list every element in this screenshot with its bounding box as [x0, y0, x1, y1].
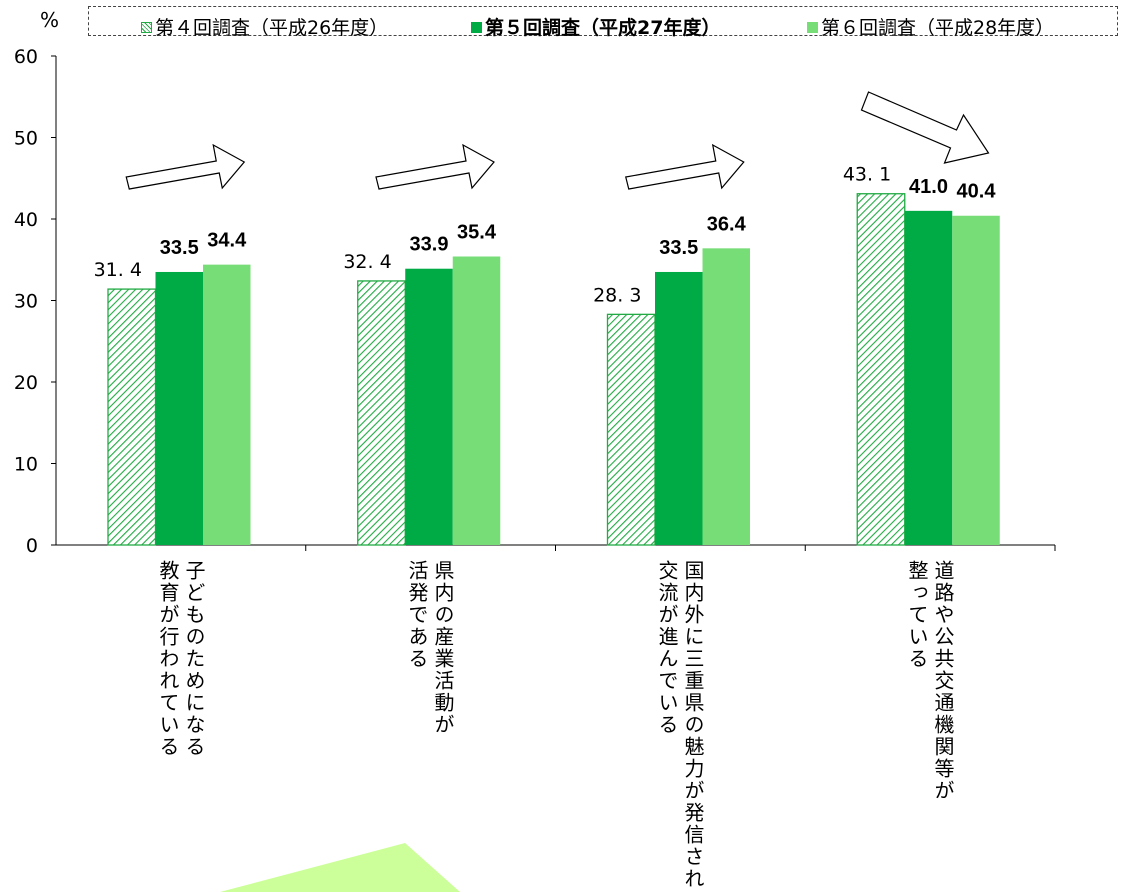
category-label-1-line-2: 教育が行われている — [156, 560, 180, 758]
legend-swatch-series-1 — [141, 22, 152, 33]
category-label-3-line-1: 国内外に三重県の魅力が発信され — [681, 560, 705, 890]
y-axis-unit-label: % — [40, 8, 60, 32]
bar-s2-c1 — [155, 271, 203, 545]
data-label-s3-c2: 35.4 — [457, 221, 497, 243]
chart-legend: 第４回調査（平成26年度） 第５回調査（平成27年度） 第６回調査（平成28年度… — [88, 6, 1118, 39]
bar-s1-c4 — [856, 193, 906, 546]
bar-s3-c3 — [702, 248, 750, 545]
data-label-s3-c3: 36.4 — [707, 213, 747, 235]
category-label-4-line-2: 整っている — [905, 560, 929, 670]
trend-arrow-down-c4 — [860, 91, 990, 164]
category-label-1-line-1: 子どものためになる — [182, 560, 206, 758]
data-label-s1-c2: 32. 4 — [343, 251, 391, 273]
legend-swatch-series-3 — [807, 22, 818, 33]
category-label-2-line-2: 活発である — [405, 560, 429, 670]
bar-s2-c3 — [655, 271, 703, 545]
data-label-s2-c2: 33.9 — [410, 234, 449, 256]
bar-s3-c4 — [952, 215, 1000, 546]
category-label-2: 県内の産業活動が 活発である — [404, 560, 456, 736]
legend-item-series-2: 第５回調査（平成27年度） — [471, 13, 720, 40]
bar-s2-c2 — [405, 268, 453, 545]
category-label-2-line-1: 県内の産業活動が — [431, 560, 455, 736]
y-tick-label-0: 0 — [26, 535, 38, 557]
y-tick-label-50: 50 — [14, 128, 38, 150]
legend-swatch-series-2 — [471, 22, 482, 33]
bar-s1-c1 — [107, 288, 157, 546]
category-label-3-line-2: 交流が進んでいる — [655, 560, 679, 736]
legend-label-series-3: 第６回調査（平成28年度） — [821, 17, 1055, 39]
category-label-3: 国内外に三重県の魅力が発信され 交流が進んでいる — [654, 560, 706, 892]
decorative-green-shape — [220, 843, 460, 892]
legend-label-series-1: 第４回調査（平成26年度） — [155, 17, 389, 39]
legend-item-series-3: 第６回調査（平成28年度） — [807, 13, 1054, 40]
data-label-s2-c3: 33.5 — [659, 237, 698, 259]
category-label-1: 子どものためになる 教育が行われている — [155, 560, 207, 758]
bar-s1-c2 — [357, 280, 406, 546]
category-label-4: 道路や公共交通機関等が 整っている — [904, 560, 956, 802]
data-label-s2-c1: 33.5 — [160, 237, 199, 259]
category-label-4-line-1: 道路や公共交通機関等が — [931, 560, 955, 802]
bar-s1-c3 — [606, 313, 656, 546]
y-tick-label-30: 30 — [14, 291, 38, 313]
data-label-s1-c1: 31. 4 — [94, 259, 142, 281]
data-label-s3-c4: 40.4 — [957, 181, 997, 203]
data-label-s3-c1: 34.4 — [207, 230, 247, 252]
trend-arrow-up-c3 — [625, 143, 745, 190]
legend-item-series-1: 第４回調査（平成26年度） — [141, 13, 388, 40]
data-label-s1-c4: 43. 1 — [843, 164, 891, 186]
data-label-s2-c4: 41.0 — [909, 176, 948, 198]
y-tick-label-40: 40 — [14, 209, 38, 231]
y-tick-label-10: 10 — [14, 454, 38, 476]
y-tick-label-60: 60 — [14, 46, 38, 68]
bar-s3-c1 — [203, 264, 251, 545]
data-label-s1-c3: 28. 3 — [593, 284, 641, 306]
trend-arrow-up-c2 — [375, 143, 495, 190]
legend-label-series-2: 第５回調査（平成27年度） — [485, 17, 721, 39]
y-tick-label-20: 20 — [14, 372, 38, 394]
bar-s2-c4 — [904, 210, 953, 545]
bar-s3-c2 — [452, 256, 501, 545]
trend-arrow-up-c1 — [125, 143, 246, 190]
